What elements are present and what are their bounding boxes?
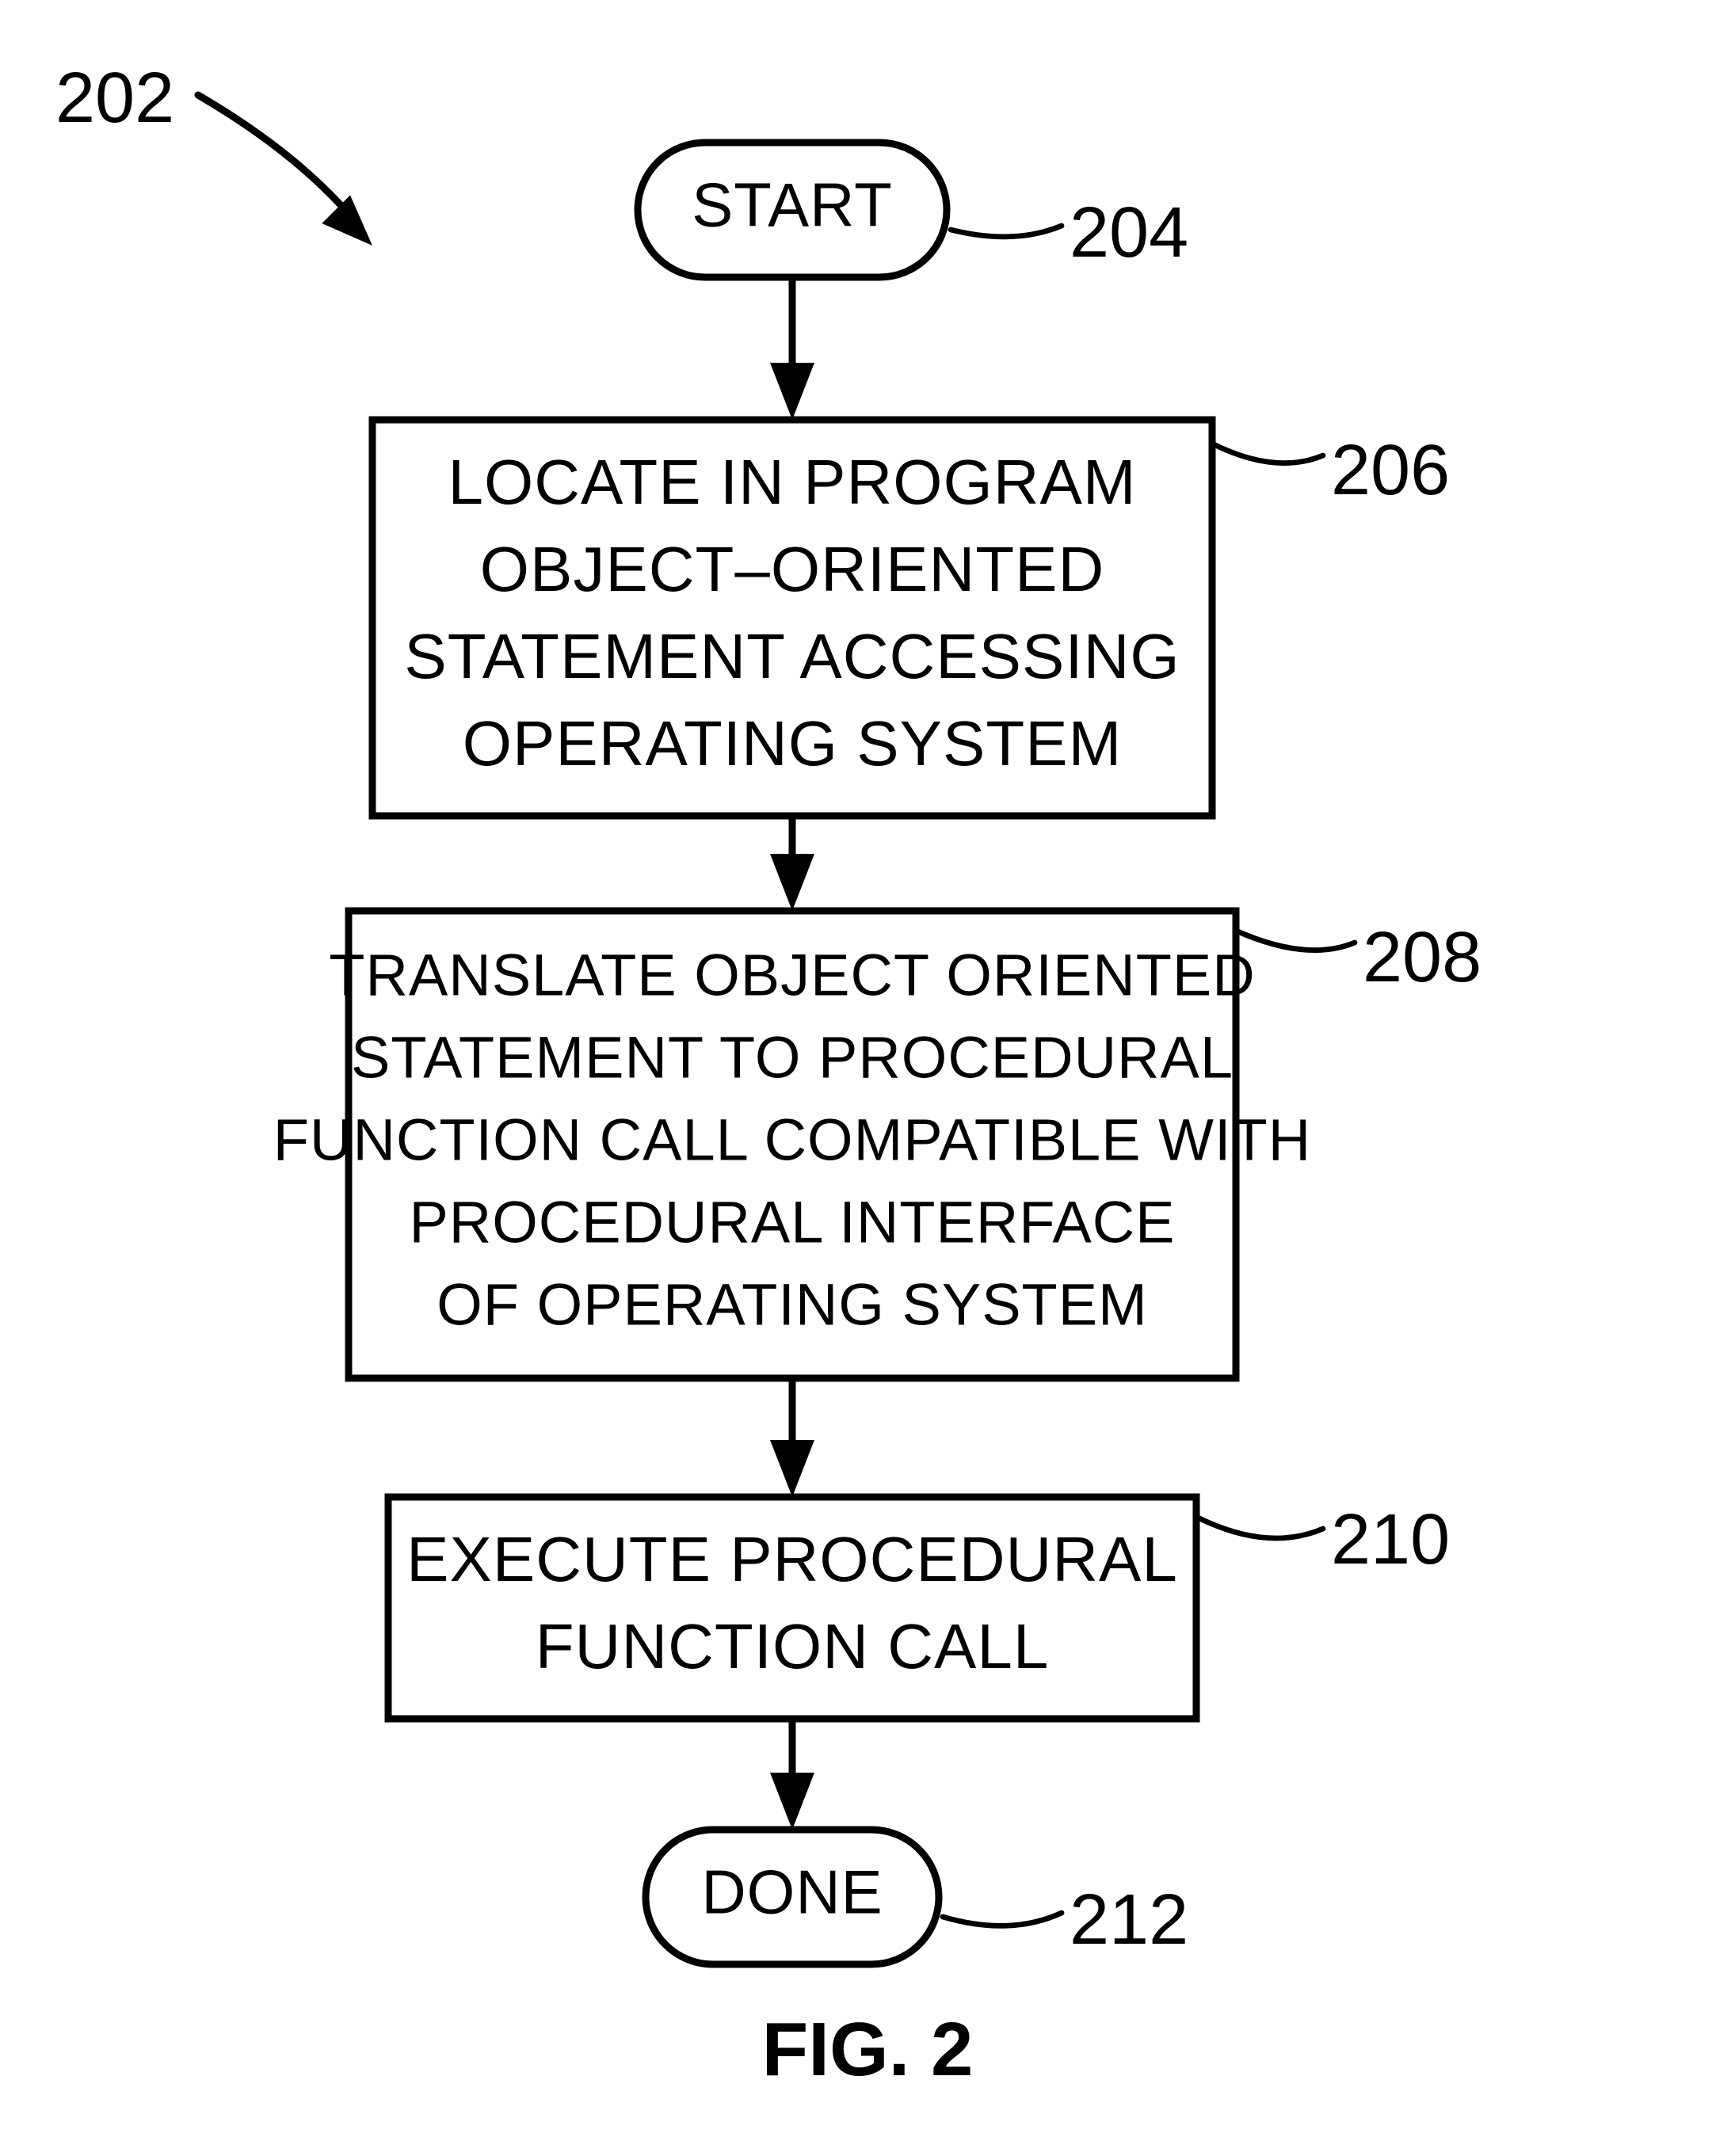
execute-text-line-1: FUNCTION CALL (536, 1611, 1050, 1682)
figure-title: FIG. 2 (762, 2007, 974, 2092)
translate-text-line-0: TRANSLATE OBJECT ORIENTED (329, 943, 1255, 1008)
start-ref-label: 204 (1070, 193, 1188, 272)
translate-text-line-3: PROCEDURAL INTERFACE (409, 1190, 1175, 1255)
execute-ref-label: 210 (1331, 1500, 1450, 1579)
locate-text-line-3: OPERATING SYSTEM (463, 708, 1122, 779)
locate-text-line-2: STATEMENT ACCESSING (404, 621, 1180, 691)
translate-text-line-4: OF OPERATING SYSTEM (437, 1272, 1148, 1338)
start-text-line-0: START (692, 170, 892, 240)
done-text-line-0: DONE (701, 1857, 883, 1927)
flowchart-figure: START 204 LOCATE IN PROGRAM OBJECT–ORIENTED… (0, 0, 1735, 2156)
locate-text-line-1: OBJECT–ORIENTED (480, 534, 1104, 604)
locate-text-line-0: LOCATE IN PROGRAM (448, 447, 1137, 517)
execute-text-line-0: EXECUTE PROCEDURAL (406, 1524, 1178, 1594)
translate-text-line-2: FUNCTION CALL COMPATIBLE WITH (273, 1107, 1311, 1173)
locate-ref-label: 206 (1331, 431, 1450, 510)
done-ref-label: 212 (1070, 1880, 1188, 1960)
translate-text-line-1: STATEMENT TO PROCEDURAL (351, 1025, 1234, 1091)
figure-ref-leader (198, 95, 349, 214)
figure-ref-label: 202 (55, 59, 174, 138)
translate-ref-label: 208 (1363, 918, 1481, 997)
